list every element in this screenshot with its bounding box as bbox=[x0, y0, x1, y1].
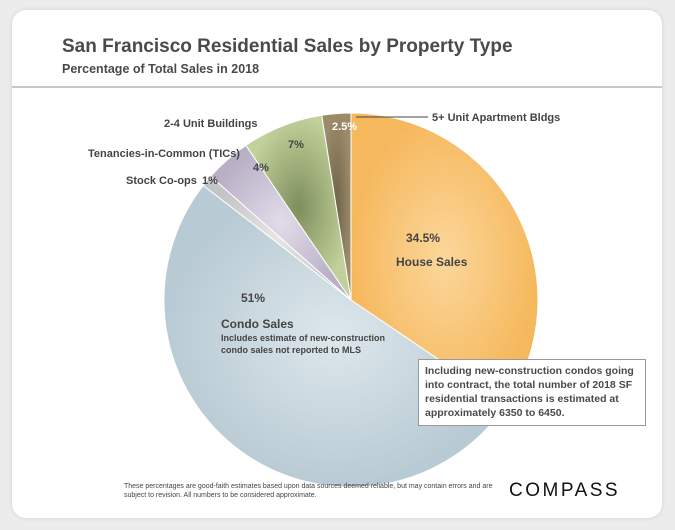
chart-card: San Francisco Residential Sales by Prope… bbox=[12, 10, 662, 518]
compass-logo: COMPASS bbox=[509, 480, 621, 501]
transactions-note-box: Including new-construction condos going … bbox=[418, 359, 646, 427]
condo-note-line-1: Includes estimate of new-construction bbox=[221, 333, 385, 343]
slice-name-5-plus-unit: 5+ Unit Apartment Bldgs bbox=[432, 112, 560, 124]
slice-value-tics: 4% bbox=[253, 162, 269, 174]
pie-chart: 34.5% House Sales 51% Condo Sales Includ… bbox=[88, 112, 560, 488]
disclaimer-footnote: These percentages are good-faith estimat… bbox=[124, 483, 493, 500]
slice-value-condo-sales: 51% bbox=[241, 291, 265, 305]
slice-name-tics: Tenancies-in-Common (TICs) bbox=[88, 148, 240, 160]
pie-slice-house-sales bbox=[350, 112, 539, 406]
chart-title: San Francisco Residential Sales by Prope… bbox=[62, 36, 513, 57]
slice-name-stock-coops: Stock Co-ops bbox=[126, 175, 197, 187]
slice-name-2-4-unit: 2-4 Unit Buildings bbox=[164, 118, 258, 130]
slice-value-house-sales: 34.5% bbox=[406, 231, 440, 245]
condo-note-line-2: condo sales not reported to MLS bbox=[221, 345, 361, 355]
pie-slice-5-plus-unit bbox=[321, 112, 352, 301]
slice-value-5-plus-unit: 2.5% bbox=[332, 121, 357, 133]
title-divider bbox=[12, 86, 662, 88]
slice-value-stock-coops: 1% bbox=[202, 175, 218, 187]
chart-subtitle: Percentage of Total Sales in 2018 bbox=[62, 62, 260, 76]
slice-name-condo-sales: Condo Sales bbox=[221, 317, 294, 331]
slice-name-house-sales: House Sales bbox=[396, 255, 468, 269]
slice-value-2-4-unit: 7% bbox=[288, 139, 304, 151]
